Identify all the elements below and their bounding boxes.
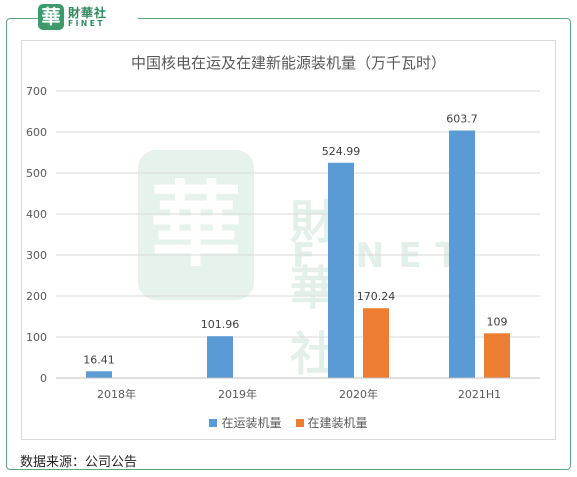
legend-label-construction: 在建装机量 xyxy=(307,416,368,430)
y-tick-label: 200 xyxy=(26,290,47,303)
outer-frame xyxy=(6,18,571,470)
y-tick-label: 300 xyxy=(26,249,47,262)
brand-seal-icon: 華 xyxy=(38,4,64,30)
data-label: 170.24 xyxy=(357,290,396,303)
data-label: 603.7 xyxy=(446,112,478,125)
x-tick-label: 2018年 xyxy=(97,387,136,401)
data-label: 524.99 xyxy=(322,145,361,158)
legend-item-operating: 在运装机量 xyxy=(209,414,282,431)
brand-wordmark: 財華社 FINET xyxy=(68,7,107,28)
bar-operating xyxy=(207,336,233,378)
legend-swatch-construction xyxy=(295,418,304,427)
bar-operating xyxy=(86,371,112,378)
brand-name-en: FINET xyxy=(68,18,105,28)
legend-item-construction: 在建装机量 xyxy=(295,414,368,431)
bar-construction xyxy=(484,333,510,378)
bar-operating xyxy=(328,162,354,378)
y-tick-label: 0 xyxy=(40,372,47,385)
bar-operating xyxy=(449,130,475,378)
legend-swatch-operating xyxy=(209,418,218,427)
y-tick-label: 400 xyxy=(26,208,47,221)
x-tick-label: 2020年 xyxy=(339,387,378,401)
bar-construction xyxy=(363,308,389,378)
brand-name-cn: 財華社 xyxy=(68,5,108,20)
source-note: 数据来源：公司公告 xyxy=(20,455,138,470)
x-tick-label: 2019年 xyxy=(218,387,257,401)
data-label: 101.96 xyxy=(201,318,240,331)
y-tick-label: 700 xyxy=(26,85,47,98)
legend-label-operating: 在运装机量 xyxy=(221,416,282,430)
data-label: 16.41 xyxy=(83,353,115,366)
x-tick-label: 2021H1 xyxy=(458,388,501,401)
y-tick-label: 100 xyxy=(26,331,47,344)
chart-title: 中国核电在运及在建新能源装机量（万千瓦时） xyxy=(130,54,446,72)
data-label: 109 xyxy=(487,315,508,328)
y-tick-label: 600 xyxy=(26,126,47,139)
chart-legend: 在运装机量 在建装机量 xyxy=(0,414,577,431)
y-tick-label: 500 xyxy=(26,167,47,180)
brand-logo: 華 財華社 FINET xyxy=(38,3,138,31)
